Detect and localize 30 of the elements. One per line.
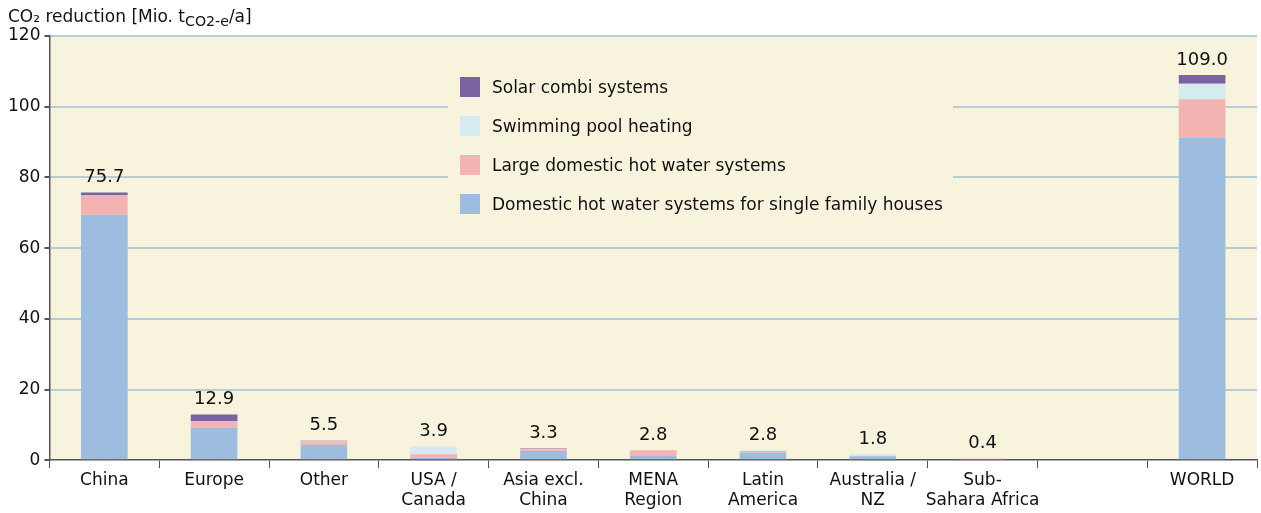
y-tick-label: 0 — [29, 448, 41, 469]
total-label: 109.0 — [1176, 47, 1228, 69]
total-label: 5.5 — [309, 413, 339, 435]
legend-label: Solar combi systems — [491, 76, 669, 97]
x-tick-label: Other — [299, 468, 349, 489]
total-label: 0.4 — [968, 431, 997, 453]
x-tick-label: China — [80, 468, 129, 489]
total-label: 2.8 — [748, 422, 778, 444]
y-tick-label: 60 — [18, 236, 41, 257]
x-tick-label: Sub- Sahara Africa — [925, 468, 1040, 510]
legend-label: Swimming pool heating — [491, 115, 693, 136]
x-tick-label: WORLD — [1169, 468, 1235, 489]
y-tick-label: 20 — [18, 377, 41, 398]
x-tick-label: Latin America — [727, 468, 799, 510]
x-tick-label: Europe — [184, 468, 245, 489]
total-label: 1.8 — [858, 426, 888, 448]
legend-label: Large domestic hot water systems — [491, 154, 786, 175]
x-tick-label: Australia / NZ — [829, 468, 917, 510]
x-tick-label: Asia excl. China — [503, 468, 584, 510]
legend-label: Domestic hot water systems for single family houses — [491, 193, 943, 214]
total-label: 12.9 — [194, 387, 235, 409]
total-label: 3.9 — [419, 419, 448, 441]
x-tick-label: USA / Canada — [401, 468, 467, 510]
total-label: 3.3 — [529, 421, 558, 443]
y-tick-label: 40 — [18, 307, 41, 328]
total-label: 2.8 — [638, 422, 668, 444]
y-tick-label: 100 — [7, 95, 41, 116]
y-tick-label: 80 — [18, 165, 41, 186]
total-label: 75.7 — [84, 165, 125, 187]
x-tick-label: MENA Region — [624, 468, 683, 510]
